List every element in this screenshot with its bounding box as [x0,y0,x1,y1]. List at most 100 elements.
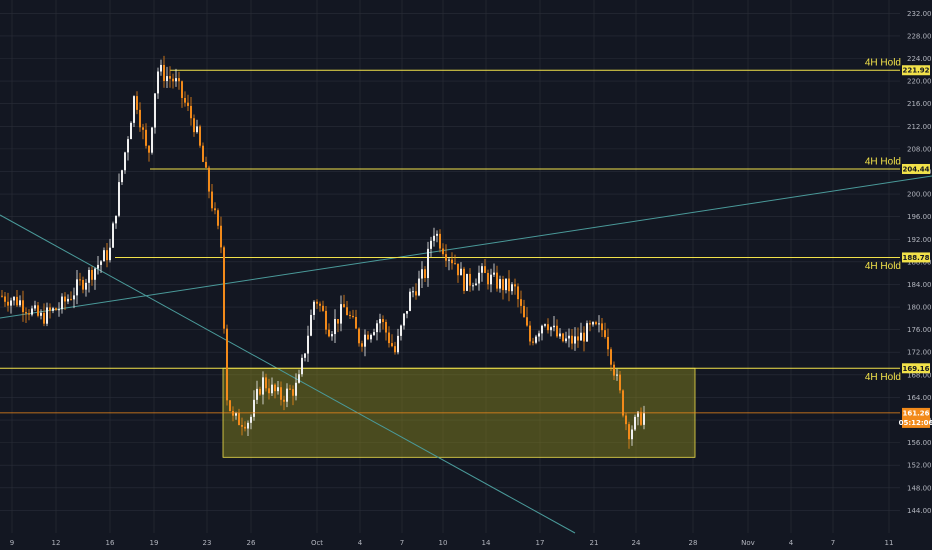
candle-body [106,250,108,261]
candle-body [154,93,156,128]
y-tick-label: 156.00 [907,439,932,447]
trendline-descending[interactable] [0,214,576,534]
candle-body [514,284,516,287]
candle-body [484,266,486,273]
trendline-ascending[interactable] [0,175,932,319]
candle-body [406,310,408,314]
candle-body [133,96,135,123]
candle-body [451,259,453,264]
candle-body [316,301,318,304]
candle-body [91,269,93,280]
x-tick-label: 24 [632,539,641,547]
level-price-badge-text: 169.16 [902,365,929,373]
candle-body [184,97,186,103]
candle-body [13,296,15,301]
candle-body [280,387,282,400]
candle-body [502,279,504,291]
current-price-badge [902,407,930,428]
y-tick-label: 184.00 [907,281,932,289]
candle-body [244,426,246,429]
candle-body [565,338,567,342]
candle-body [415,291,417,296]
candle-body [409,291,411,311]
candle-body [379,319,381,324]
candle-body [496,272,498,289]
x-tick-label: 7 [831,539,835,547]
candle-body [64,296,66,302]
candle-body [631,429,633,440]
current-price-badge-text: 161.26 [902,409,929,417]
candle-body [157,71,159,94]
candle-body [337,319,339,324]
candle-body [295,382,297,396]
candle-body [382,319,384,323]
candle-body [85,282,87,290]
candle-body [472,285,474,287]
candle-body [136,96,138,110]
candle-body [466,273,468,291]
x-tick-label: 11 [885,539,894,547]
candle-body [301,357,303,375]
y-tick-label: 144.00 [907,507,932,515]
candle-body [469,273,471,286]
candle-body [490,274,492,285]
candle-body [475,283,477,286]
candle-body [430,240,432,249]
candle-body [319,303,321,306]
x-tick-label: 9 [10,539,14,547]
candle-body [457,263,459,276]
candle-body [583,332,585,342]
candle-body [346,307,348,315]
candle-body [442,248,444,255]
candle-body [115,215,117,224]
candle-body [526,317,528,326]
x-tick-label: 12 [52,539,61,547]
candle-body [562,333,564,342]
candle-body [235,412,237,416]
x-tick-label: 26 [247,539,256,547]
candle-body [268,388,270,394]
candle-body [508,278,510,292]
candle-body [577,336,579,341]
candle-body [127,139,129,153]
candle-body [7,301,9,306]
candle-body [412,291,414,293]
candle-body [616,374,618,376]
x-tick-label: 10 [439,539,448,547]
level-label: 4H Hold [865,156,901,167]
candle-body [589,323,591,325]
candle-body [286,388,288,402]
candle-body [160,64,162,72]
candle-body [322,305,324,311]
y-tick-label: 168.00 [907,371,932,379]
candle-body [112,223,114,248]
candle-body [325,310,327,330]
candle-body [580,332,582,341]
candle-body [19,300,21,306]
candle-body [34,305,36,309]
candle-body [247,422,249,429]
candle-body [376,323,378,333]
candle-body [238,412,240,426]
level-price-badge [902,65,930,76]
candle-body [592,322,594,325]
candle-body [487,272,489,285]
y-tick-label: 216.00 [907,100,932,108]
candle-body [79,279,81,281]
candle-body [559,333,561,337]
candle-body [22,300,24,313]
candle-body [46,307,48,324]
candle-body [394,346,396,353]
candle-body [403,313,405,326]
candle-body [187,102,189,106]
candle-body [16,296,18,306]
candle-body [100,261,102,265]
y-tick-label: 220.00 [907,78,932,86]
y-tick-label: 148.00 [907,484,932,492]
candle-body [313,301,315,315]
candle-body [139,109,141,128]
candle-body [259,388,261,395]
candle-body [178,78,180,82]
